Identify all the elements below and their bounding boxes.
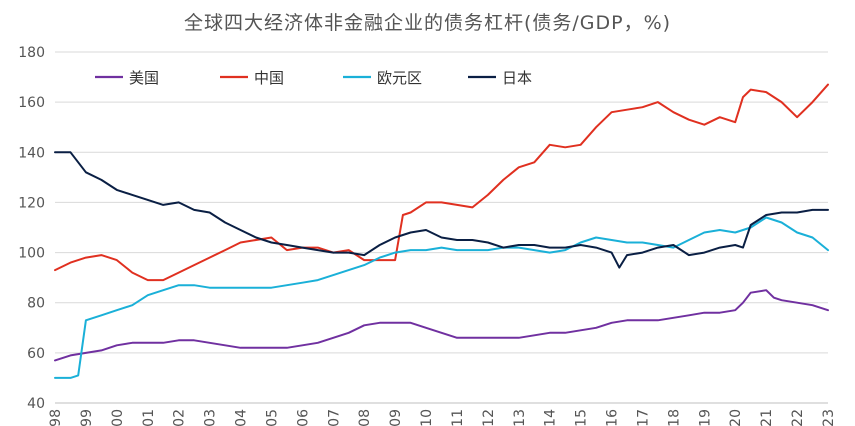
- legend-label: 欧元区: [377, 69, 422, 87]
- x-tick-label: 98: [48, 409, 64, 426]
- y-tick-label: 80: [27, 296, 45, 312]
- series-line-4: [54, 151, 829, 269]
- axis-layer: 40 60 80 100 120 140 160 180 98 99 00 01 02 03 04 05 06 0…: [18, 45, 837, 426]
- y-tick-label: 60: [27, 346, 45, 362]
- y-tick-label: 180: [18, 45, 45, 61]
- x-tick-label: 11: [450, 409, 466, 426]
- x-tick-label: 99: [79, 409, 95, 426]
- x-tick-label: 00: [110, 409, 126, 426]
- x-tick-label: 18: [666, 409, 682, 426]
- x-tick-label: 01: [141, 409, 157, 426]
- x-tick-label: 04: [234, 409, 250, 426]
- legend-label: 日本: [502, 69, 532, 87]
- x-tick-label: 16: [605, 409, 621, 426]
- x-tick-label: 12: [481, 409, 497, 426]
- series-line-3: [54, 216, 829, 379]
- x-tick-label: 15: [574, 409, 590, 426]
- x-tick-label: 07: [326, 409, 342, 426]
- x-tick-label: 09: [388, 409, 404, 426]
- series-layer: [54, 83, 829, 379]
- x-tick-label: 10: [419, 409, 435, 426]
- x-tick-label: 23: [821, 409, 837, 426]
- x-tick-label: 20: [728, 409, 744, 426]
- series-line-2: [54, 83, 829, 282]
- legend: 美国 中国 欧元区 日本: [95, 69, 532, 87]
- x-tick-label: 22: [790, 409, 806, 426]
- y-tick-label: 100: [18, 246, 45, 262]
- x-tick-label: 14: [543, 409, 559, 426]
- x-tick-label: 02: [172, 409, 188, 426]
- x-tick-label: 13: [512, 409, 528, 426]
- x-tick-label: 17: [635, 409, 651, 426]
- x-tick-label: 08: [357, 409, 373, 426]
- x-tick-label: 06: [295, 409, 311, 426]
- y-tick-label: 140: [18, 145, 45, 161]
- series-line-1: [54, 289, 829, 362]
- x-tick-label: 03: [203, 409, 219, 426]
- x-tick-label: 19: [697, 409, 713, 426]
- legend-label: 美国: [129, 69, 159, 87]
- legend-label: 中国: [254, 69, 284, 87]
- y-tick-label: 160: [18, 95, 45, 111]
- y-tick-label: 40: [27, 396, 45, 412]
- x-tick-label: 21: [759, 409, 775, 426]
- y-tick-label: 120: [18, 195, 45, 211]
- chart-title: 全球四大经济体非金融企业的债务杠杆(债务/GDP，%): [183, 12, 672, 34]
- x-tick-label: 05: [264, 409, 280, 426]
